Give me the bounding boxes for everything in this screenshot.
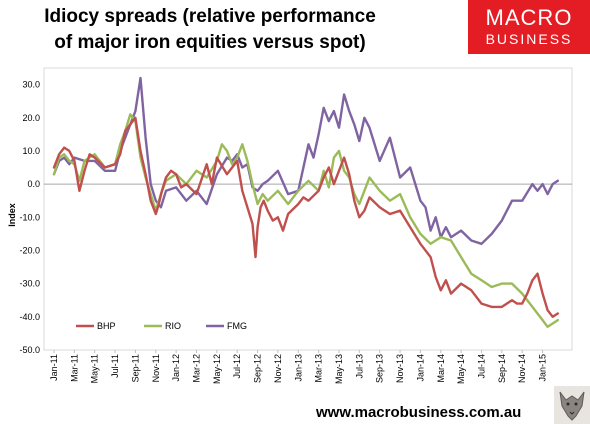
- y-tick-label: -10.0: [19, 212, 40, 222]
- y-tick-label: -20.0: [19, 245, 40, 255]
- y-tick-label: -50.0: [19, 345, 40, 355]
- x-tick-label: May-11: [90, 354, 100, 383]
- x-tick-label: Mar-11: [69, 354, 79, 382]
- x-tick-label: Jul-12: [232, 354, 242, 379]
- legend: BHP RIO FMG: [76, 321, 247, 331]
- legend-label-bhp: BHP: [97, 321, 116, 331]
- series-line-rio: [52, 113, 559, 328]
- series-line-bhp: [52, 116, 559, 318]
- series-lines: [52, 76, 559, 328]
- x-tick-label: Sep-13: [375, 354, 385, 383]
- x-tick-label: Jul-13: [354, 354, 364, 379]
- x-tick-labels: Jan-11 Mar-11 May-11 Jul-11 Sep-11 Nov-11 Jan-…: [49, 350, 548, 384]
- title-line-2: of major iron equities versus spot): [54, 32, 366, 53]
- x-tick-label: Jan-15: [538, 354, 548, 382]
- x-tick-label: Jan-12: [171, 354, 181, 382]
- x-tick-label: Jul-11: [110, 354, 120, 378]
- footer-url: www.macrobusiness.com.au: [316, 404, 522, 421]
- logo-line-2: BUSINESS: [485, 31, 573, 47]
- y-axis-label: Index: [7, 203, 17, 227]
- x-tick-label: Sep-11: [130, 354, 140, 382]
- x-tick-label: Mar-13: [314, 354, 324, 383]
- y-tick-label: -30.0: [19, 279, 40, 289]
- x-tick-label: Sep-14: [497, 354, 507, 383]
- wolf-logo-icon: [554, 386, 590, 424]
- y-tick-label: 10.0: [22, 146, 40, 156]
- x-tick-label: May-14: [456, 354, 466, 384]
- x-tick-label: May-13: [334, 354, 344, 384]
- x-tick-label: Jan-11: [49, 354, 59, 381]
- x-tick-label: Mar-14: [436, 354, 446, 383]
- line-chart: -50.0 -40.0 -30.0 -20.0 -10.0 0.0 10.0 20.0 30.0…: [7, 67, 573, 384]
- x-tick-label: Nov-13: [395, 354, 405, 383]
- y-tick-label: 20.0: [22, 113, 40, 123]
- y-tick-labels: -50.0 -40.0 -30.0 -20.0 -10.0 0.0 10.0 20.0 30.0: [19, 80, 40, 355]
- x-tick-label: Jul-14: [476, 354, 486, 379]
- y-tick-label: 30.0: [22, 80, 40, 90]
- plot-area-border: [43, 67, 573, 351]
- x-tick-label: Sep-12: [253, 354, 263, 383]
- title-line-1: Idiocy spreads (relative performance: [44, 6, 376, 27]
- x-tick-label: Jan-14: [415, 354, 425, 382]
- x-tick-label: Jan-13: [293, 354, 303, 382]
- x-tick-label: Mar-12: [191, 354, 201, 383]
- y-tick-label: -40.0: [19, 312, 40, 322]
- series-line-fmg: [52, 76, 559, 245]
- y-tick-label: 0.0: [27, 179, 40, 189]
- macrobusiness-logo: MACRO BUSINESS: [468, 0, 590, 54]
- chart-title: Idiocy spreads (relative performance of …: [0, 4, 420, 56]
- logo-line-1: MACRO: [485, 5, 573, 30]
- legend-label-rio: RIO: [165, 321, 181, 331]
- x-tick-label: Nov-12: [273, 354, 283, 383]
- x-tick-label: May-12: [212, 354, 222, 384]
- x-tick-label: Nov-14: [517, 354, 527, 383]
- x-tick-label: Nov-11: [151, 354, 161, 382]
- legend-label-fmg: FMG: [227, 321, 247, 331]
